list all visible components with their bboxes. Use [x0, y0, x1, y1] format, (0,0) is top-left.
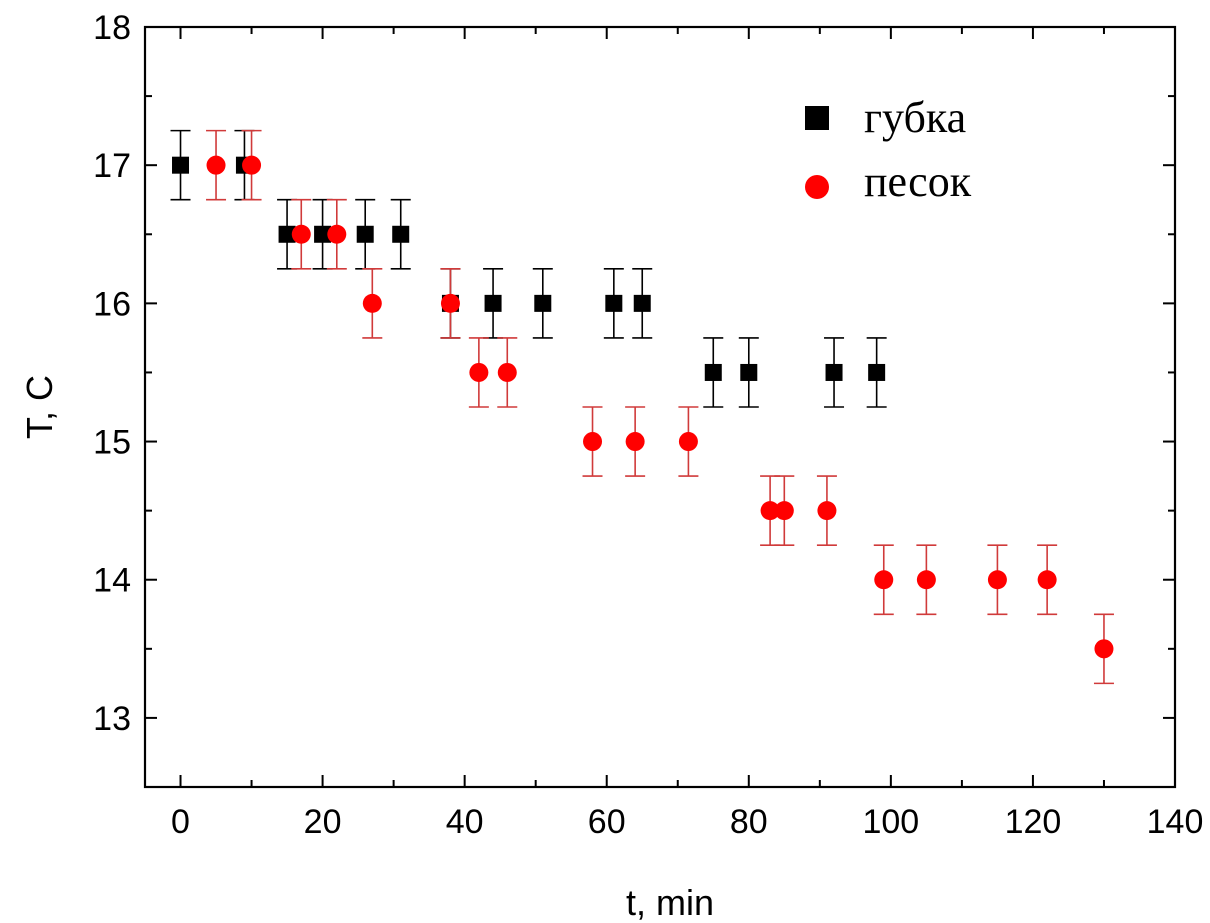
legend-label: песок — [864, 157, 972, 206]
y-tick-label: 18 — [93, 9, 131, 47]
legend-marker-circle — [805, 175, 829, 199]
legend: губка песок — [805, 93, 972, 206]
data-point-circle — [440, 293, 460, 313]
series-2 — [206, 129, 1114, 685]
data-point-circle — [678, 432, 698, 452]
plot-frame — [143, 25, 1177, 789]
data-point-circle — [874, 570, 894, 590]
y-tick-label: 13 — [93, 700, 131, 738]
data-point-square — [356, 225, 374, 243]
data-point-circle — [362, 293, 382, 313]
data-point-circle — [625, 432, 645, 452]
data-point-circle — [291, 224, 311, 244]
data-point-circle — [242, 155, 262, 175]
data-point-square — [868, 363, 886, 381]
data-point-square — [314, 225, 332, 243]
x-tick-label: 80 — [730, 803, 768, 841]
data-point-circle — [1037, 570, 1057, 590]
data-point-square — [633, 294, 651, 312]
data-point-circle — [760, 501, 780, 521]
data-point-square — [172, 156, 190, 174]
x-tick-label: 40 — [446, 803, 484, 841]
x-tick-label: 120 — [1005, 803, 1062, 841]
data-point-circle — [774, 501, 794, 521]
y-tick-label: 14 — [93, 562, 131, 600]
data-point-circle — [469, 362, 489, 382]
y-tick-label: 16 — [93, 285, 131, 323]
legend-label: губка — [864, 93, 966, 142]
x-tick-label: 0 — [171, 803, 190, 841]
data-point-square — [740, 363, 758, 381]
data-point-circle — [497, 362, 517, 382]
data-point-square — [484, 294, 502, 312]
data-point-circle — [916, 570, 936, 590]
y-tick-label: 17 — [93, 147, 131, 185]
legend-marker-square — [805, 106, 829, 130]
data-point-square — [392, 225, 410, 243]
data-point-square — [605, 294, 623, 312]
data-point-circle — [987, 570, 1007, 590]
x-tick-label: 100 — [862, 803, 919, 841]
data-point-square — [704, 363, 722, 381]
data-point-circle — [583, 432, 603, 452]
data-point-circle — [817, 501, 837, 521]
x-tick-label: 60 — [588, 803, 626, 841]
x-axis-label: t, min — [626, 882, 714, 923]
x-tick-label: 20 — [304, 803, 342, 841]
data-point-square — [825, 363, 843, 381]
series-1 — [170, 129, 887, 408]
y-tick-label: 15 — [93, 424, 131, 462]
data-point-square — [534, 294, 552, 312]
data-point-circle — [1094, 639, 1114, 659]
x-tick-label: 140 — [1147, 803, 1204, 841]
data-point-circle — [206, 155, 226, 175]
data-point-square — [278, 225, 296, 243]
data-point-circle — [327, 224, 347, 244]
y-axis-label: T, C — [19, 375, 60, 439]
